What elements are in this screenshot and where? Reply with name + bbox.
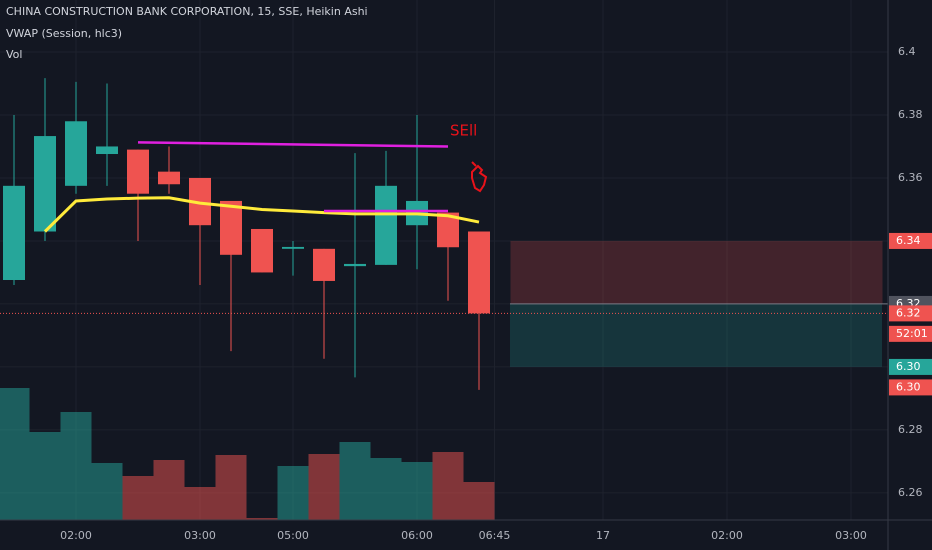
volume-bar — [153, 460, 185, 520]
candle-body — [344, 263, 366, 267]
volume-bar — [0, 388, 30, 520]
price-label-box — [889, 358, 932, 375]
x-tick-label: 06:00 — [401, 529, 433, 542]
x-tick-label: 03:00 — [835, 529, 867, 542]
candle-body — [96, 146, 118, 155]
candle-body — [127, 149, 149, 194]
candle-body — [313, 248, 335, 281]
x-tick-label: 02:00 — [711, 529, 743, 542]
price-label: 6.30 — [896, 360, 921, 373]
volume-bar — [277, 466, 309, 520]
volume-bar — [463, 482, 495, 520]
candle-body — [220, 200, 242, 255]
candle-body — [468, 231, 490, 314]
candle-body — [65, 121, 87, 186]
annotation: SEll — [450, 122, 477, 140]
candle-body — [375, 185, 397, 265]
price-label-box — [889, 232, 932, 249]
plot: SEll — [0, 78, 888, 520]
price-label: 6.30 — [896, 380, 921, 393]
candle-body — [158, 171, 180, 185]
volume-bar — [246, 518, 278, 520]
candle-body — [251, 228, 273, 273]
candle-body — [189, 177, 211, 226]
price-label: 6.34 — [896, 234, 921, 247]
volume-bar — [184, 487, 216, 520]
volume-bar — [432, 452, 464, 520]
indicator-label: Vol — [6, 48, 22, 61]
axes: 6.266.286.36.326.346.366.386.402:0003:00… — [60, 45, 932, 542]
x-tick-label: 03:00 — [184, 529, 216, 542]
volume-bar — [370, 458, 402, 520]
candle-body — [3, 185, 25, 280]
chart-title: CHINA CONSTRUCTION BANK CORPORATION, 15,… — [6, 5, 368, 18]
candle-body — [282, 246, 304, 249]
volume-bar — [339, 442, 371, 520]
x-tick-label: 17 — [596, 529, 610, 542]
volume-bar — [308, 454, 340, 520]
volume-bar — [215, 455, 247, 520]
candle-body — [34, 136, 56, 232]
hand-icon — [471, 161, 488, 193]
indicator-label: VWAP (Session, hlc3) — [6, 27, 122, 40]
y-tick-label: 6.4 — [898, 45, 916, 58]
volume-bar — [401, 462, 433, 520]
x-tick-label: 05:00 — [277, 529, 309, 542]
price-label-box — [889, 379, 932, 396]
candle-body — [437, 212, 459, 248]
volume-bar — [29, 432, 61, 520]
y-tick-label: 6.28 — [898, 423, 923, 436]
price-label: 52:01 — [896, 327, 928, 340]
volume-bar — [122, 476, 154, 520]
price-label-box — [889, 325, 932, 342]
trend-line — [137, 141, 449, 148]
y-tick-label: 6.26 — [898, 486, 923, 499]
volume-bar — [60, 412, 92, 520]
vwap-line — [43, 196, 480, 233]
target-zone — [510, 303, 882, 367]
y-tick-label: 6.38 — [898, 108, 923, 121]
price-label-box — [889, 305, 932, 322]
price-label: 6.32 — [896, 306, 921, 319]
stop-zone — [510, 240, 883, 304]
y-tick-label: 6.36 — [898, 171, 923, 184]
x-tick-label: 06:45 — [479, 529, 511, 542]
volume-bar — [91, 463, 123, 520]
x-tick-label: 02:00 — [60, 529, 92, 542]
